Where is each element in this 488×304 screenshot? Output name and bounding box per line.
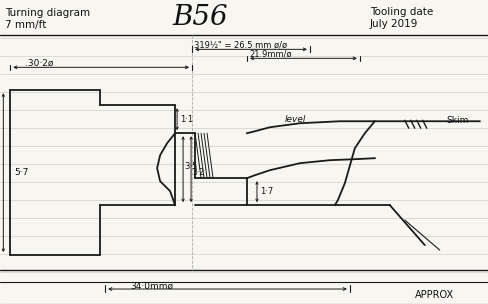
Text: .30·2ø: .30·2ø: [25, 59, 54, 68]
Text: 319½" = 26.5 mm ø/ø: 319½" = 26.5 mm ø/ø: [194, 41, 286, 50]
Text: 5·7: 5·7: [14, 168, 29, 177]
Text: 1·1: 1·1: [180, 115, 193, 124]
Text: 21.9mm/ø: 21.9mm/ø: [248, 50, 291, 59]
Text: B56: B56: [172, 4, 227, 31]
Text: APPROX: APPROX: [414, 290, 453, 300]
Text: level: level: [285, 115, 305, 124]
Text: 3·2: 3·2: [192, 168, 203, 177]
Text: Skim: Skim: [446, 116, 468, 125]
Text: Turning diagram: Turning diagram: [5, 9, 90, 19]
Text: 1·7: 1·7: [260, 187, 273, 196]
Text: July 2019: July 2019: [369, 19, 417, 29]
Text: 3·5: 3·5: [183, 162, 197, 171]
Text: 34·0mmø: 34·0mmø: [130, 282, 173, 291]
Text: 7 mm/ft: 7 mm/ft: [5, 20, 46, 30]
Text: Tooling date: Tooling date: [369, 7, 432, 17]
